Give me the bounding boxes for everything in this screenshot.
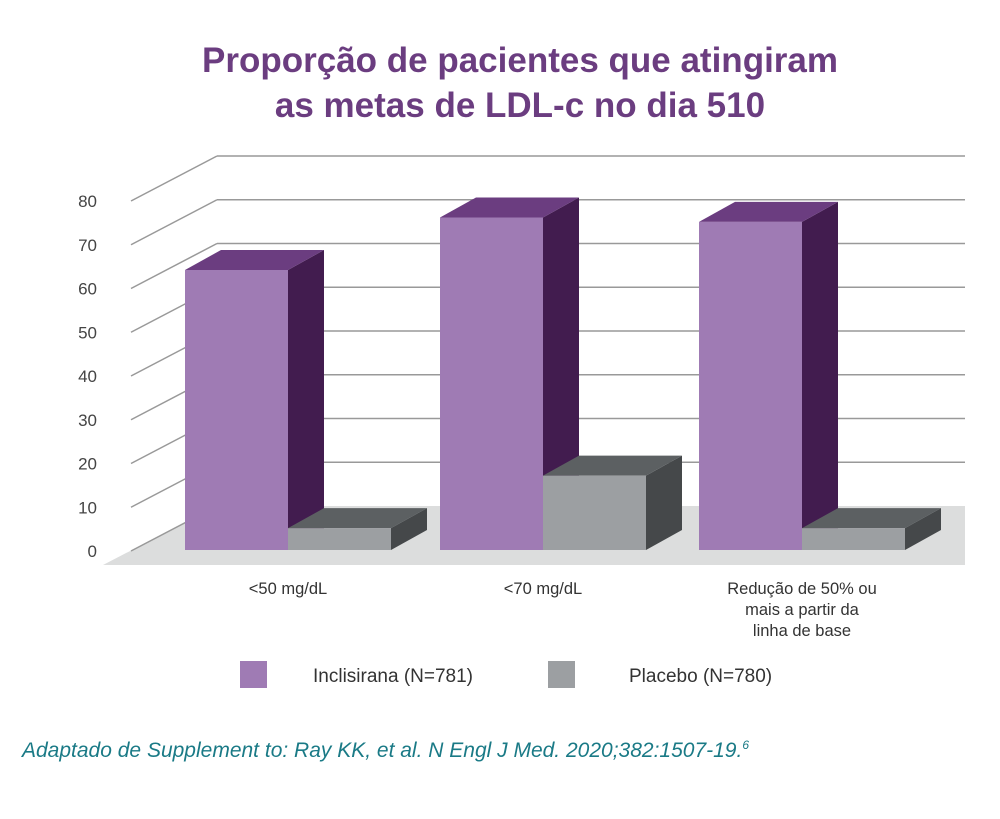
bar-side: [391, 508, 427, 550]
bar-placebo: [288, 528, 391, 550]
x-category-label: <50 mg/dL: [249, 580, 327, 598]
chart-title: Proporção de pacientes que atingiram as …: [0, 38, 1000, 128]
bar-inclisirana: [185, 270, 288, 550]
legend-label: Placebo (N=780): [629, 666, 772, 687]
bar-inclisirana: [699, 221, 802, 550]
bar-inclisirana: [440, 217, 543, 550]
x-category-label: mais a partir da: [745, 601, 860, 619]
bar-side: [905, 508, 941, 550]
gridline-diagonal: [130, 155, 218, 202]
x-category-label: Redução de 50% ou: [727, 580, 877, 598]
bar-side: [646, 455, 682, 550]
bar-side: [288, 250, 324, 550]
y-tick-label: 10: [78, 498, 97, 517]
y-tick-label: 50: [78, 323, 97, 342]
bar-placebo: [543, 475, 646, 550]
x-category-label: linha de base: [753, 622, 851, 640]
bar-top: [699, 201, 838, 222]
legend-swatch: [548, 661, 575, 688]
y-tick-label: 0: [88, 542, 97, 561]
y-tick-label: 30: [78, 411, 97, 430]
y-tick-label: 40: [78, 367, 97, 386]
source-superscript: 6: [742, 738, 749, 752]
legend-label: Inclisirana (N=781): [313, 666, 473, 687]
bar-top: [440, 197, 579, 218]
source-text: Adaptado de Supplement to: Ray KK, et al…: [22, 739, 743, 762]
bar-top: [288, 508, 427, 529]
gridline-diagonal: [130, 199, 218, 246]
bar-top: [543, 455, 682, 476]
x-category-label: <70 mg/dL: [504, 580, 582, 598]
bar-placebo: [802, 528, 905, 550]
legend-swatch: [240, 661, 267, 688]
y-tick-label: 60: [78, 280, 97, 299]
y-tick-label: 70: [78, 236, 97, 255]
bar-top: [185, 250, 324, 270]
source-citation: Adaptado de Supplement to: Ray KK, et al…: [22, 738, 749, 763]
chart-title-line-2: as metas de LDL-c no dia 510: [274, 86, 766, 125]
bar-side: [802, 201, 838, 550]
y-tick-label: 20: [78, 455, 97, 474]
chart-title-line-1: Proporção de pacientes que atingiram: [202, 41, 838, 80]
bar-top: [802, 508, 941, 529]
gridline-diagonal: [130, 242, 218, 290]
y-tick-label: 80: [78, 192, 97, 211]
